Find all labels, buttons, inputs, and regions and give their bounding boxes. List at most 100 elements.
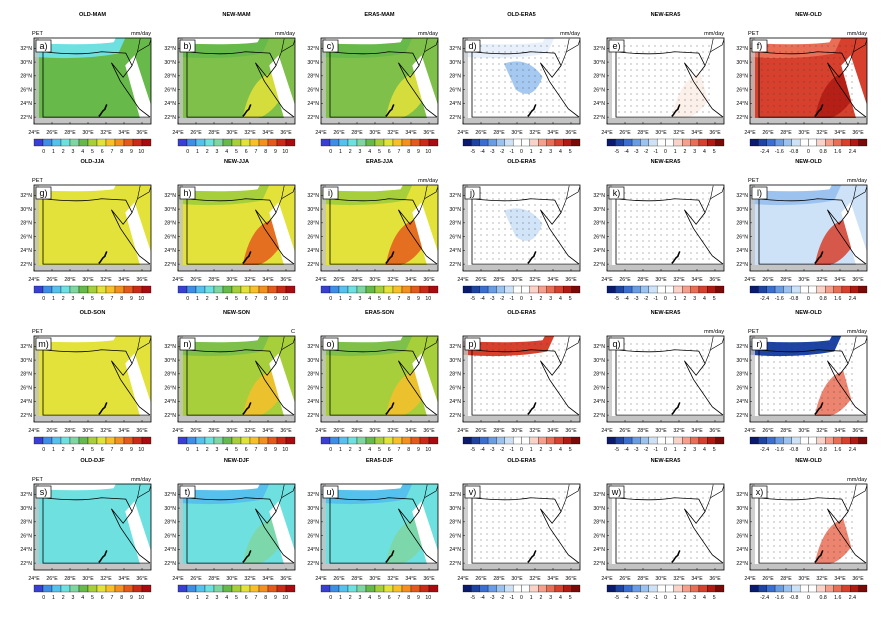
lon-tick-label: 36°E [280, 428, 292, 434]
mask-west [607, 185, 612, 271]
colorbar-label: 7 [255, 595, 258, 601]
lon-tick-label: 32°E [816, 576, 828, 582]
colorbar-swatch [841, 436, 851, 445]
lat-tick-label: 28°N [593, 520, 605, 526]
colorbar-swatch [816, 285, 826, 294]
lat-tick-label: 30°N [164, 506, 176, 512]
lon-tick-label: 30°E [82, 428, 94, 434]
colorbar-label: 3 [359, 595, 362, 601]
colorbar-label: -1.6 [775, 595, 784, 601]
colorbar-label: 0 [520, 447, 523, 453]
coastline [758, 497, 867, 564]
lon-tick-label: 24°E [28, 428, 40, 434]
colorbar-label: 3 [359, 296, 362, 302]
map-panel-x: NEW-OLD mm/day x) 32°N 30°N 28°N 26°N 24°N 22°N 2… [736, 458, 868, 601]
map-area [463, 185, 580, 271]
colorbar: -5 -4 -3 -2 -1 0 1 2 3 4 5 [462, 138, 581, 155]
colorbar-swatch [338, 285, 349, 294]
colorbar-label: 5 [91, 296, 94, 302]
colorbar-label: 5 [235, 296, 238, 302]
colorbar-swatch [69, 138, 80, 147]
colorbar-swatch [186, 285, 197, 294]
panel-title: OLD-ERA5 [507, 12, 536, 18]
colorbar-swatch [383, 436, 394, 445]
colorbar-label: 3 [693, 149, 696, 155]
panel-title: ERA5-DJF [366, 458, 394, 464]
panel-letter: u) [326, 487, 334, 497]
mask-west [750, 484, 755, 570]
lat-tick-label: 22°N [449, 561, 461, 567]
colorbar-swatch [428, 285, 439, 294]
colorbar-swatch [648, 436, 658, 445]
colorbar: -2.4 -1.6 -0.8 0 0.8 1.6 2.4 [749, 584, 868, 601]
colorbar-label: 0 [42, 296, 45, 302]
colorbar-swatch [715, 584, 725, 593]
lon-tick-label: 34°E [547, 428, 559, 434]
lake-nasser [242, 402, 252, 415]
colorbar-label: -1 [509, 149, 514, 155]
lon-tick-label: 36°E [423, 130, 435, 136]
panel-letter: q) [612, 339, 620, 349]
colorbar-swatch [504, 436, 514, 445]
colorbar-swatch [571, 138, 581, 147]
colorbar-swatch [87, 584, 98, 593]
egypt-border [42, 349, 151, 416]
colorbar-swatch [707, 436, 716, 445]
sea-red [412, 501, 438, 570]
colorbar-label: -1 [653, 296, 658, 302]
panel-left-label: PET [32, 477, 43, 483]
lon-tick-label: 30°E [798, 576, 810, 582]
lat-tick-label: 30°N [449, 358, 461, 364]
lat-tick-label: 28°N [307, 221, 319, 227]
lake-nasser [814, 402, 824, 415]
coastline [758, 349, 867, 416]
colorbar-swatch [105, 584, 116, 593]
colorbar-swatch [78, 285, 89, 294]
colorbar-label: 10 [282, 296, 288, 302]
colorbar-swatch [141, 285, 152, 294]
lat-tick-label: 22°N [20, 262, 32, 268]
colorbar-swatch [623, 285, 633, 294]
lat-tick-label: 22°N [307, 413, 319, 419]
lat-tick-label: 22°N [449, 262, 461, 268]
field-hot-region [242, 370, 281, 418]
colorbar-label: 3 [72, 149, 75, 155]
colorbar-swatch [204, 584, 215, 593]
colorbar-label: -2 [644, 447, 649, 453]
egypt-border [758, 497, 867, 564]
lon-tick-label: 24°E [28, 277, 40, 283]
colorbar-swatch [529, 138, 539, 147]
panel-letter: p) [468, 339, 476, 349]
colorbar-swatch [850, 584, 859, 593]
colorbar-label: 10 [282, 149, 288, 155]
map-area [178, 336, 295, 422]
lat-tick-label: 32°N [307, 344, 319, 350]
mask-south [463, 265, 580, 271]
colorbar-label: 5 [713, 149, 716, 155]
map-frame [606, 184, 725, 272]
lon-tick-label: 30°E [369, 277, 381, 283]
colorbar-label: 0.8 [820, 296, 827, 302]
lat-tick-label: 30°N [736, 358, 748, 364]
panel-title: NEW-ERA5 [651, 159, 681, 165]
map-area [321, 336, 438, 422]
lon-tick-label: 36°E [423, 576, 435, 582]
colorbar-swatch [374, 436, 385, 445]
egypt-border [471, 198, 580, 265]
egypt-border [186, 51, 295, 118]
lon-tick-label: 28°E [493, 277, 505, 283]
colorbar-label: 5 [235, 149, 238, 155]
colorbar-swatch [365, 436, 376, 445]
lat-tick-label: 28°N [20, 74, 32, 80]
sea-red [269, 55, 295, 124]
field-hot-region [242, 518, 281, 566]
panel-letter-box [751, 39, 768, 53]
lon-tick-label: 30°E [655, 428, 667, 434]
levant-borders [704, 484, 724, 512]
colorbar-swatch [504, 138, 514, 147]
sea-red [125, 353, 151, 422]
coastline [42, 349, 151, 416]
colorbar-swatch [471, 138, 480, 147]
sea-red [125, 202, 151, 271]
colorbar-label: 1 [674, 595, 677, 601]
